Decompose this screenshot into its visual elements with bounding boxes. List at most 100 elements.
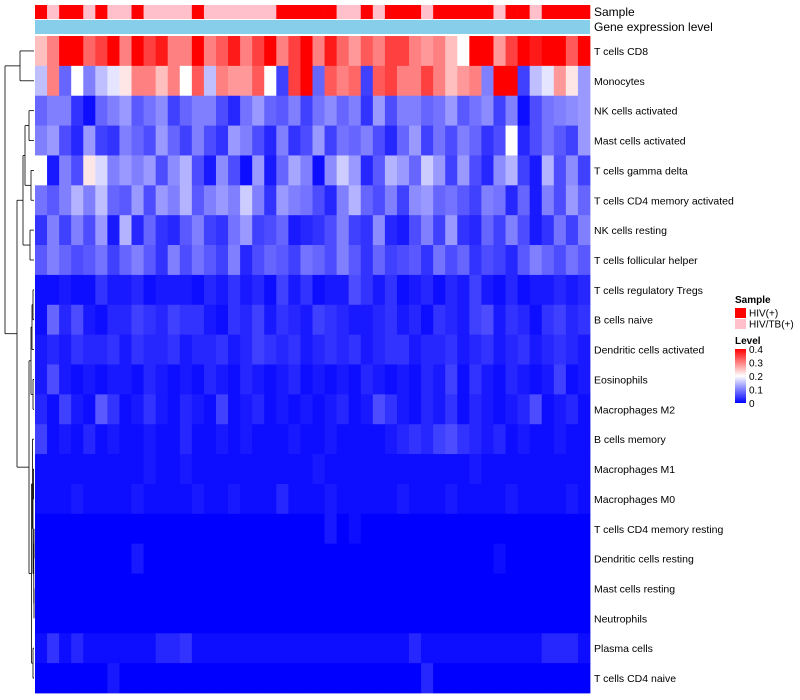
heatmap-cell <box>264 36 277 67</box>
heatmap-cell <box>372 483 386 515</box>
heatmap-cell <box>143 215 157 246</box>
heatmap-cell <box>445 36 458 67</box>
heatmap-cell <box>529 125 543 156</box>
heatmap-cell <box>155 245 169 276</box>
heatmap-cell <box>577 36 591 67</box>
heatmap-cell <box>276 663 289 694</box>
heatmap-cell <box>469 603 482 634</box>
heatmap-cell <box>372 454 386 485</box>
heatmap-cell <box>312 304 325 336</box>
heatmap-cell <box>336 65 350 97</box>
heatmap-cell <box>131 245 144 276</box>
heatmap-cell <box>35 304 48 336</box>
heatmap-cell <box>228 215 241 246</box>
heatmap-cell <box>336 424 350 455</box>
heatmap-cell <box>384 424 398 455</box>
heatmap-cell <box>553 185 567 216</box>
heatmap-cell <box>372 155 386 186</box>
heatmap-cell <box>529 95 543 126</box>
heatmap-cell <box>35 663 48 694</box>
heatmap-cell <box>348 394 362 425</box>
heatmap-cell <box>493 454 506 485</box>
heatmap-cell <box>517 633 531 664</box>
heatmap-cell <box>95 36 108 67</box>
sample-annotation-cell <box>191 5 205 19</box>
heatmap-cell <box>191 185 205 216</box>
heatmap-cell <box>143 274 157 306</box>
heatmap-cell <box>384 36 398 67</box>
heatmap-cell <box>396 424 410 455</box>
sample-annotation-cell <box>421 5 434 19</box>
heatmap-cell <box>59 304 72 336</box>
sample-annotation-cell <box>276 5 289 19</box>
heatmap-cell <box>529 215 543 246</box>
heatmap-cell <box>252 573 265 604</box>
heatmap-cell <box>215 483 229 515</box>
heatmap-cell <box>541 573 555 604</box>
heatmap-cell <box>95 454 108 485</box>
heatmap-cell <box>35 633 48 664</box>
heatmap-cell <box>228 454 241 485</box>
heatmap-cell <box>409 304 422 336</box>
heatmap-cell <box>179 603 193 634</box>
heatmap-cell <box>179 304 193 336</box>
heatmap-cell <box>167 633 181 664</box>
heatmap-cell <box>312 633 325 664</box>
heatmap-cell <box>505 125 519 156</box>
heatmap-cell <box>59 454 72 485</box>
heatmap-cell <box>95 95 108 126</box>
sample-annotation-cell <box>252 5 265 19</box>
heatmap-cell <box>433 483 446 515</box>
heatmap-cell <box>396 65 410 97</box>
heatmap-cell <box>457 334 470 365</box>
heatmap-cell <box>457 65 470 97</box>
heatmap-cell <box>481 483 494 515</box>
heatmap-cell <box>95 573 108 604</box>
heatmap-cell <box>324 513 338 545</box>
heatmap-cell <box>191 36 205 67</box>
heatmap-cell <box>372 245 386 276</box>
heatmap-cell <box>71 65 84 97</box>
sample-annotation-cell <box>155 5 169 19</box>
heatmap-cell <box>71 36 84 67</box>
heatmap-cell <box>421 65 434 97</box>
heatmap-cell <box>312 65 325 97</box>
heatmap-cell <box>215 245 229 276</box>
legend-tick-label: 0 <box>749 399 755 410</box>
heatmap-cell <box>228 394 241 425</box>
heatmap-cell <box>95 185 108 216</box>
heatmap-cell <box>541 95 555 126</box>
heatmap-cell <box>59 513 72 545</box>
heatmap-cell <box>131 424 144 455</box>
row-label: T cells gamma delta <box>594 165 688 177</box>
heatmap-cell <box>179 663 193 694</box>
heatmap-cell <box>215 185 229 216</box>
heatmap-cell <box>529 603 543 634</box>
heatmap-cell <box>252 334 265 365</box>
heatmap-cell <box>481 65 494 97</box>
heatmap-cell <box>360 245 374 276</box>
heatmap-cell <box>107 274 120 306</box>
heatmap-cell <box>215 543 229 574</box>
legend-level-title: Level <box>735 336 761 347</box>
heatmap-cell <box>384 364 398 395</box>
heatmap-cell <box>228 543 241 574</box>
heatmap-cell <box>553 573 567 604</box>
heatmap-cell <box>565 663 579 694</box>
heatmap-cell <box>421 543 434 574</box>
heatmap-cell <box>83 245 96 276</box>
heatmap-cell <box>119 633 132 664</box>
heatmap-cell <box>300 95 313 126</box>
heatmap-cell <box>445 483 458 515</box>
heatmap-cell <box>481 95 494 126</box>
heatmap-cell <box>433 274 446 306</box>
heatmap-cell <box>252 394 265 425</box>
heatmap-cell <box>457 573 470 604</box>
heatmap-cell <box>577 65 591 97</box>
heatmap-cell <box>59 215 72 246</box>
heatmap-cell <box>384 304 398 336</box>
heatmap-cell <box>348 185 362 216</box>
heatmap-cell <box>553 65 567 97</box>
heatmap-cell <box>252 513 265 545</box>
heatmap-cell <box>348 603 362 634</box>
